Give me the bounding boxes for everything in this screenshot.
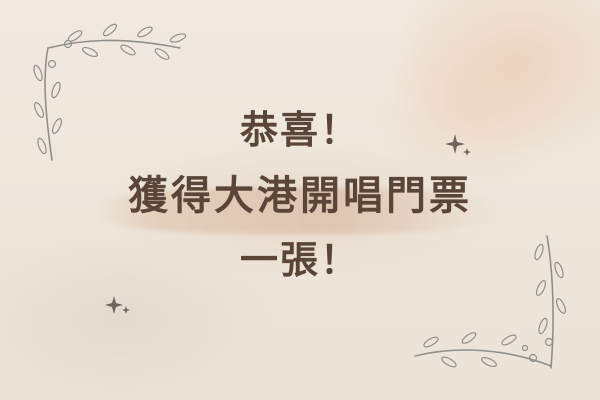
message-line-1: 恭喜！ [239, 108, 360, 152]
floral-vine-top-left-icon [33, 23, 187, 161]
sparkle-icon [445, 134, 471, 156]
brush-stroke-highlight [95, 188, 495, 234]
sparkle-icon [105, 296, 130, 314]
message-line-2: 獲得大港開唱門票 [128, 173, 472, 219]
message-line-3: 一張！ [239, 238, 360, 282]
floral-vine-bottom-right-icon [414, 235, 567, 369]
